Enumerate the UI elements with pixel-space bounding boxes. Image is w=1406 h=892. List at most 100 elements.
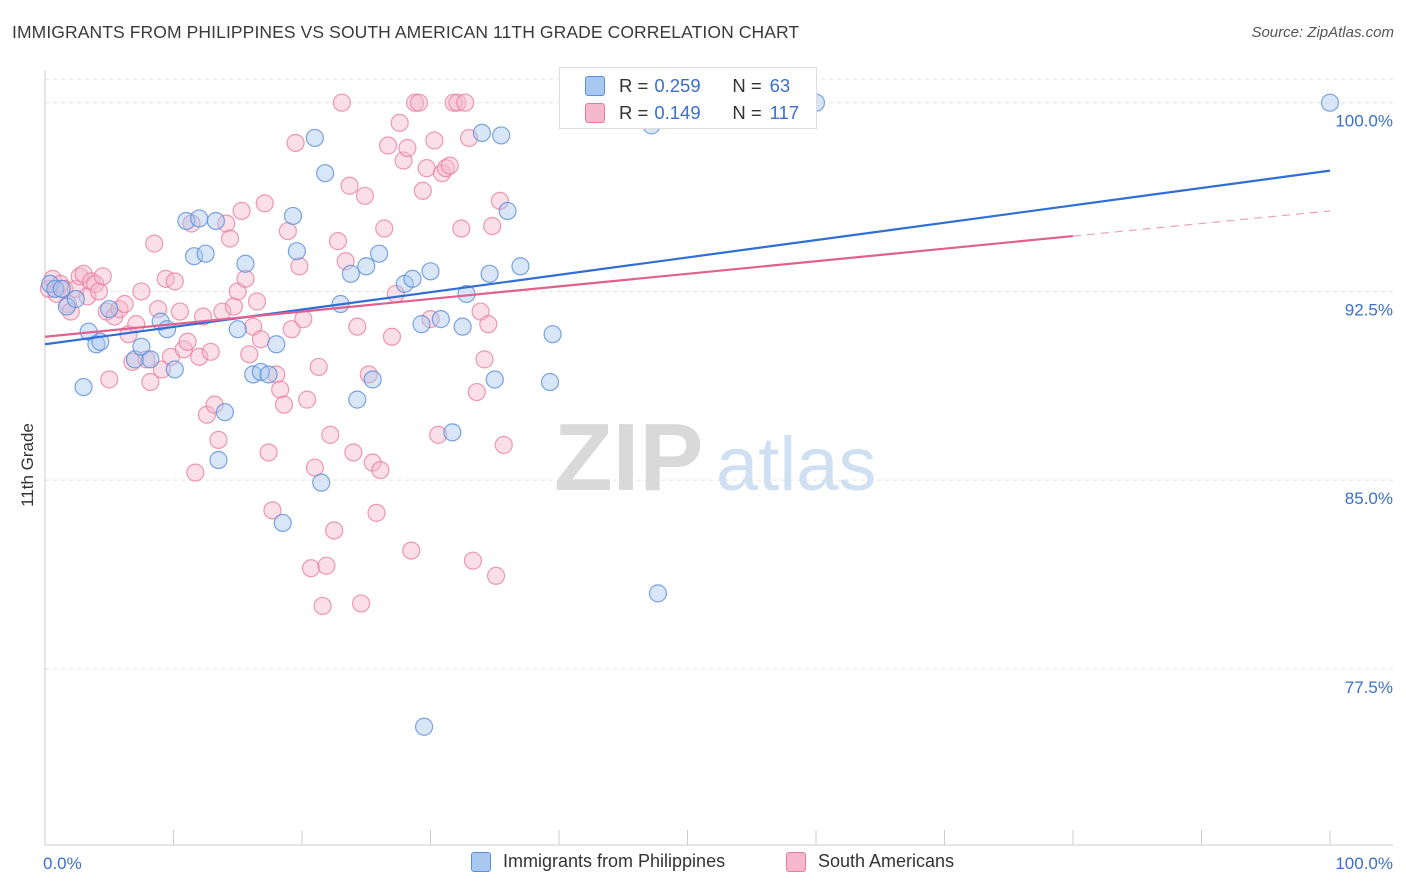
trend-lines bbox=[44, 169, 1331, 346]
data-point-south-americans bbox=[190, 347, 209, 366]
watermark-zip: ZIP bbox=[554, 404, 703, 511]
data-point-south-americans bbox=[417, 159, 436, 178]
data-point-philippines bbox=[480, 264, 499, 283]
bottom-legend-label: Immigrants from Philippines bbox=[503, 851, 726, 871]
y-tick-label: 85.0% bbox=[1345, 489, 1393, 508]
legend-r-label: R = bbox=[619, 102, 649, 123]
data-point-south-americans bbox=[402, 541, 421, 560]
data-point-south-americans bbox=[332, 93, 351, 112]
data-point-south-americans bbox=[421, 310, 440, 329]
tick-labels: 77.5% 85.0% 92.5% 100.0% 0.0% 100.0% bbox=[43, 112, 1393, 873]
trend-line-south-americans-extension bbox=[1072, 210, 1331, 237]
legend-r-label: R = bbox=[619, 75, 649, 96]
data-point-philippines bbox=[46, 279, 65, 299]
data-point-south-americans bbox=[325, 521, 344, 540]
data-point-philippines bbox=[267, 335, 286, 354]
data-point-philippines bbox=[540, 372, 560, 392]
data-point-philippines bbox=[190, 209, 209, 228]
data-point-south-americans bbox=[328, 232, 348, 251]
data-point-south-americans bbox=[282, 320, 301, 339]
data-point-south-americans bbox=[152, 360, 172, 379]
data-point-south-americans bbox=[274, 395, 294, 414]
data-point-south-americans bbox=[378, 136, 398, 155]
data-point-philippines bbox=[1320, 93, 1340, 112]
data-point-south-americans bbox=[247, 292, 267, 311]
data-point-south-americans bbox=[309, 357, 328, 377]
bottom-legend-philippines: Immigrants from Philippines bbox=[471, 851, 725, 872]
watermark-atlas: atlas bbox=[716, 422, 877, 507]
data-point-south-americans bbox=[486, 566, 506, 585]
data-point-philippines bbox=[472, 123, 491, 143]
data-point-south-americans bbox=[367, 503, 386, 522]
data-point-south-americans bbox=[178, 332, 197, 351]
data-point-south-americans bbox=[220, 229, 240, 248]
data-point-south-americans bbox=[429, 425, 448, 444]
data-point-south-americans bbox=[344, 443, 363, 462]
data-point-south-americans bbox=[74, 264, 93, 283]
data-point-south-americans bbox=[317, 556, 336, 575]
legend-swatch-pink bbox=[585, 103, 605, 123]
data-point-south-americans bbox=[321, 425, 340, 444]
data-point-south-americans bbox=[255, 194, 274, 213]
legend-n-value: 63 bbox=[769, 75, 791, 96]
watermark: ZIP atlas bbox=[554, 404, 877, 511]
data-point-philippines bbox=[305, 128, 324, 148]
data-point-south-americans bbox=[301, 559, 321, 578]
data-point-south-americans bbox=[170, 302, 190, 321]
data-point-south-americans bbox=[145, 234, 164, 253]
data-point-philippines bbox=[100, 299, 119, 319]
legend-n-label: N = bbox=[732, 75, 762, 96]
data-point-south-americans bbox=[205, 395, 224, 414]
data-point-south-americans bbox=[259, 443, 278, 462]
bottom-legend: Immigrants from Philippines South Americ… bbox=[0, 851, 1406, 877]
data-point-philippines bbox=[412, 315, 431, 334]
data-point-south-americans bbox=[271, 380, 290, 399]
data-point-south-americans bbox=[263, 501, 282, 520]
axes bbox=[44, 70, 1393, 846]
data-point-south-americans bbox=[110, 299, 129, 319]
data-point-philippines bbox=[414, 717, 434, 736]
data-point-south-americans bbox=[201, 342, 220, 361]
data-point-philippines bbox=[196, 244, 215, 263]
data-point-south-americans bbox=[224, 297, 243, 316]
data-point-philippines bbox=[431, 310, 450, 329]
data-point-philippines bbox=[206, 211, 226, 231]
data-point-south-americans bbox=[240, 345, 259, 364]
data-point-south-americans bbox=[93, 267, 112, 286]
data-point-south-americans bbox=[413, 181, 432, 200]
data-point-south-americans bbox=[463, 551, 483, 570]
data-point-philippines bbox=[41, 274, 60, 293]
data-point-south-americans bbox=[440, 156, 459, 175]
data-point-philippines bbox=[443, 423, 462, 442]
data-point-philippines bbox=[511, 257, 530, 276]
x-tick-label-start: 0.0% bbox=[43, 854, 82, 873]
data-point-south-americans bbox=[398, 138, 417, 158]
data-point-south-americans bbox=[294, 310, 313, 329]
data-point-philippines bbox=[453, 317, 472, 336]
data-point-philippines bbox=[543, 325, 562, 344]
data-point-south-americans bbox=[479, 315, 498, 334]
data-point-philippines bbox=[287, 242, 306, 261]
data-point-philippines bbox=[363, 370, 382, 389]
legend-n-label: N = bbox=[732, 102, 762, 123]
data-point-south-americans bbox=[100, 370, 119, 389]
data-point-south-americans bbox=[405, 93, 425, 112]
legend-r-value: 0.149 bbox=[654, 102, 701, 123]
data-point-south-americans bbox=[251, 330, 270, 349]
data-point-philippines bbox=[357, 257, 376, 276]
data-point-south-americans bbox=[348, 317, 367, 336]
data-point-south-americans bbox=[236, 269, 255, 288]
x-tick-label-end: 100.0% bbox=[1335, 854, 1393, 873]
data-point-south-americans bbox=[286, 133, 305, 153]
data-point-south-americans bbox=[425, 131, 444, 150]
data-point-south-americans bbox=[448, 93, 467, 112]
data-point-philippines bbox=[492, 126, 511, 145]
data-point-south-americans bbox=[209, 430, 228, 449]
bottom-legend-south-americans: South Americans bbox=[786, 851, 954, 872]
data-point-south-americans bbox=[290, 257, 309, 276]
data-point-south-americans bbox=[141, 372, 160, 392]
chart-title: IMMIGRANTS FROM PHILIPPINES VS SOUTH AME… bbox=[12, 22, 800, 42]
legend-swatch-blue bbox=[585, 76, 605, 96]
data-point-south-americans bbox=[267, 365, 286, 384]
